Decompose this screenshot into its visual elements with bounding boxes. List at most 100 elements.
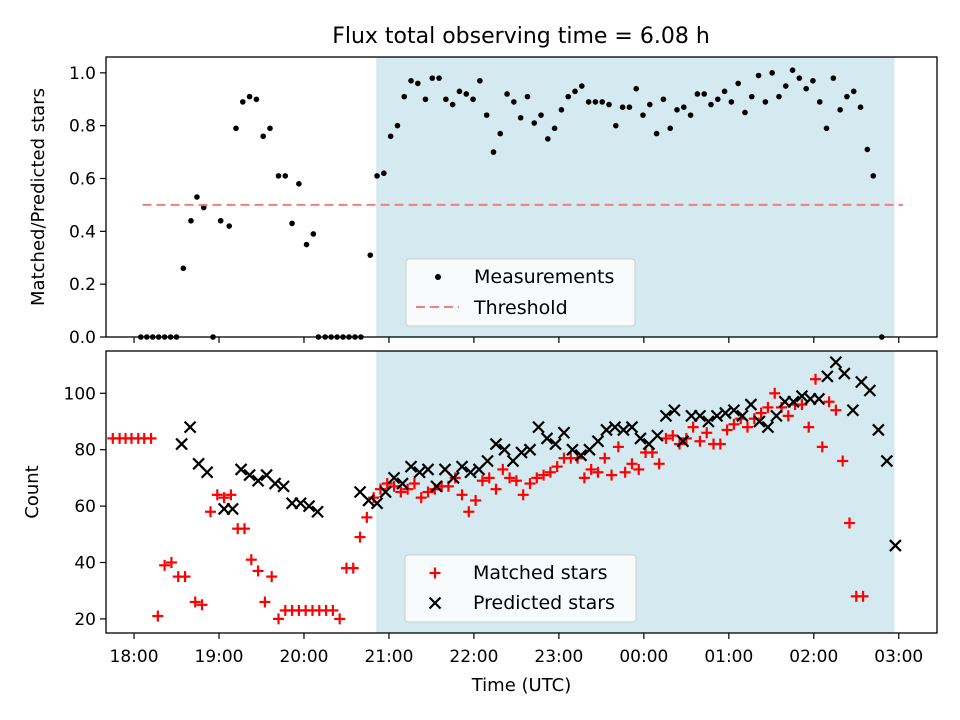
predicted-star-point [243,468,256,482]
measurement-point [310,231,317,237]
measurement-point [714,96,721,103]
measurement-point [497,130,504,137]
predicted-star-point [387,471,401,485]
bottom-panel: 18:00 19:00 20:00 21:00 22:00 23:00 00:00 01:00… [22,350,938,696]
measurement-point [401,93,408,100]
matched-star-point [189,596,201,608]
measurement-point [538,112,544,118]
matched-star-point [592,466,604,478]
predicted-star-point [226,502,239,516]
predicted-star-point [812,392,826,406]
matched-star-point [266,571,278,583]
matched-star-point [544,466,556,478]
matched-star-point [504,472,516,484]
measurement-point [240,99,246,105]
measurement-point [470,96,476,103]
predicted-star-point [200,465,214,479]
measurement-point [742,109,748,116]
predicted-star-point [744,398,758,411]
matched-star-point [272,613,284,625]
predicted-star-point [753,415,766,428]
x-tick-label: 23:00 [534,647,583,667]
predicted-star-point [702,415,715,428]
predicted-star-point [761,420,775,434]
matched-star-point [245,554,257,566]
measurement-point [367,252,374,258]
measurement-point [233,125,239,132]
predicted-star-point [591,434,605,448]
measurement-point [585,99,592,105]
matched-star-point [755,407,767,419]
measurement-point [769,70,775,76]
measurement-point [844,93,850,100]
measurement-point [647,101,653,108]
matched-star-point [152,610,164,622]
matched-star-point [361,511,373,523]
chart-title: Flux total observing time = 6.08 h [332,24,710,49]
predicted-star-point [234,463,248,476]
matched-stars-series [107,373,869,625]
x-tick-label: 00:00 [619,647,668,667]
matched-star-point [252,565,264,577]
predicted-star-point [302,499,316,513]
measurement-point [436,75,442,81]
measurement-point [687,112,694,118]
measurement-point [728,99,735,105]
measurement-point [443,96,449,103]
measurement-point [850,88,857,95]
measurements-series [138,67,885,340]
predicted-star-point [668,403,681,417]
measurement-point [626,104,633,110]
matched-star-point [449,472,461,484]
measurement-point [680,104,687,110]
predicted-star-point [268,477,282,490]
predicted-star-point [693,409,707,423]
measurement-point [653,130,660,137]
matched-star-point [159,559,171,571]
matched-star-point [165,557,177,568]
measurement-point [748,93,755,100]
matched-star-point [463,506,475,518]
measurement-point [374,173,380,179]
measurement-point [613,122,619,129]
matched-star-point [578,472,590,484]
matched-star-point [211,489,223,501]
matched-star-point [196,599,208,611]
x-tick-label: 01:00 [704,647,753,667]
predicted-star-point [277,480,290,493]
matched-star-point [259,596,271,608]
matched-star-point [497,463,509,475]
matched-star-point [619,466,631,478]
legend-plus [429,567,441,579]
predicted-star-point [311,505,324,519]
predicted-star-point [736,409,749,423]
bottom-y-tick-label: 40 [74,554,96,574]
matched-stars-legend-label: Matched stars [473,562,607,584]
measurement-point [660,96,667,103]
x-tick-label: 02:00 [789,647,838,667]
matched-star-point [145,432,157,444]
measurement-point [415,80,421,87]
top-y-tick-label: 0.0 [69,328,96,348]
measurement-point [796,75,803,81]
matched-star-point [742,421,754,433]
matched-stars-legend-marker [429,567,441,579]
x-axis-label: Time (UTC) [471,675,572,696]
matched-star-point [531,472,543,484]
matched-star-point [626,458,638,470]
matched-star-point [354,531,366,543]
matched-star-point [857,590,869,602]
predicted-star-point [557,426,571,440]
measurement-point [857,104,864,110]
matched-star-point [694,435,706,447]
predicted-star-point [634,432,647,445]
x-tick-label: 21:00 [364,647,413,667]
matched-star-point [347,562,359,574]
predicted-star-point [651,429,664,442]
matched-star-point [599,452,611,464]
measurement-point [565,93,572,100]
predicted-star-point [455,460,469,473]
measurement-point [217,217,224,224]
predicted-star-point [464,465,477,479]
measurement-point [490,149,497,155]
